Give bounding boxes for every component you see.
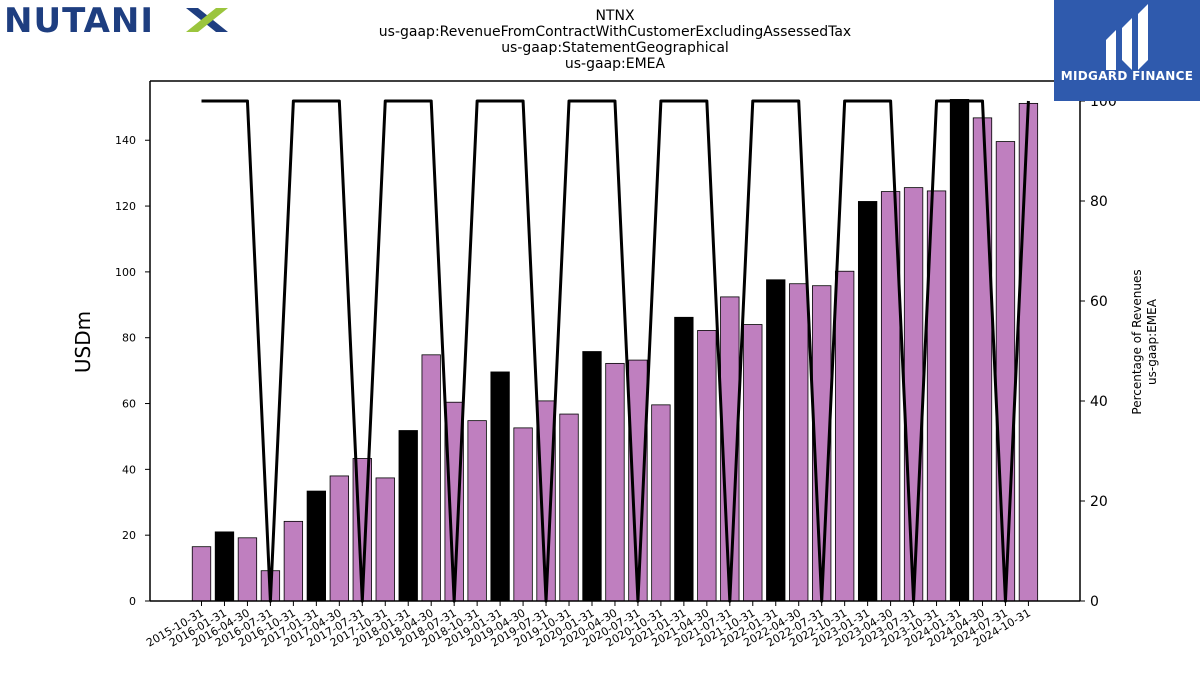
- nutanix-logo: NUTANI: [4, 1, 230, 42]
- y-tick-label-100: 100: [115, 266, 136, 279]
- bar-2020-10-31: [651, 404, 671, 602]
- y-axis-label: USDm: [71, 310, 95, 374]
- y2-axis-label-line-2: us-gaap:EMEA: [1145, 299, 1159, 385]
- y2-tick-label-80: 80: [1090, 194, 1108, 210]
- bar-2022-01-31: [766, 279, 786, 602]
- bar-2017-10-31: [375, 477, 395, 602]
- bar-2019-10-31: [559, 413, 579, 602]
- chart-title-line-3: us-gaap:StatementGeographical: [501, 40, 729, 56]
- midgard-mark-icon: [1106, 4, 1148, 70]
- bar-2016-10-31: [283, 520, 304, 602]
- bar-2019-01-31: [490, 371, 510, 602]
- y-tick-label-60: 60: [122, 398, 136, 411]
- bar-2024-10-31: [1018, 102, 1039, 602]
- midgard-finance-logo: MIDGARD FINANCE: [1054, 0, 1200, 101]
- y2-tick-label-40: 40: [1090, 394, 1108, 410]
- bar-2024-07-31: [995, 141, 1016, 602]
- bar-2022-04-30: [789, 283, 809, 602]
- bar-2018-04-30: [421, 354, 441, 602]
- bar-2020-01-31: [582, 351, 602, 602]
- bar-2017-01-31: [306, 490, 327, 602]
- bar-2021-10-31: [743, 324, 763, 602]
- bar-2019-04-30: [513, 427, 533, 602]
- bar-2023-07-31: [903, 187, 924, 602]
- bar-2016-04-30: [237, 537, 258, 602]
- chart-title-line-1: NTNX: [595, 8, 635, 24]
- y2-tick-label-0: 0: [1090, 594, 1099, 610]
- bar-2015-10-31: [191, 546, 212, 602]
- bar-2021-01-31: [674, 316, 694, 602]
- chart-title-line-2: us-gaap:RevenueFromContractWithCustomerE…: [378, 24, 852, 40]
- bar-2017-04-30: [329, 475, 349, 602]
- percent-line: [201, 99, 1030, 603]
- y-tick-label-0: 0: [129, 595, 136, 608]
- nutanix-logo-text: NUTANI: [4, 2, 154, 38]
- y-tick-label-40: 40: [122, 463, 136, 476]
- bar-2018-01-31: [398, 430, 418, 602]
- y-tick-label-120: 120: [115, 200, 136, 213]
- y-tick-label-80: 80: [122, 332, 136, 345]
- bar-2021-04-30: [697, 330, 717, 602]
- y2-tick-label-60: 60: [1090, 294, 1108, 310]
- y-tick-label-20: 20: [122, 529, 136, 542]
- bar-2020-04-30: [605, 362, 625, 602]
- bar-2018-10-31: [467, 420, 487, 602]
- y2-axis-label-line-1: Percentage of Revenues: [1130, 269, 1144, 415]
- y2-axis-label: Percentage of Revenues us-gaap:EMEA: [1130, 269, 1160, 414]
- bar-2024-04-30: [972, 117, 993, 602]
- bar-2024-01-31: [949, 99, 970, 602]
- chart-title-line-4: us-gaap:EMEA: [564, 56, 666, 72]
- midgard-finance-text: MIDGARD FINANCE: [1060, 69, 1194, 83]
- bar-2016-01-31: [214, 531, 235, 602]
- y2-tick-label-20: 20: [1090, 494, 1108, 510]
- bar-2022-10-31: [835, 270, 855, 602]
- nutanix-x-mark: [186, 8, 228, 32]
- bar-2023-01-31: [857, 201, 878, 602]
- y-tick-label-140: 140: [115, 134, 136, 147]
